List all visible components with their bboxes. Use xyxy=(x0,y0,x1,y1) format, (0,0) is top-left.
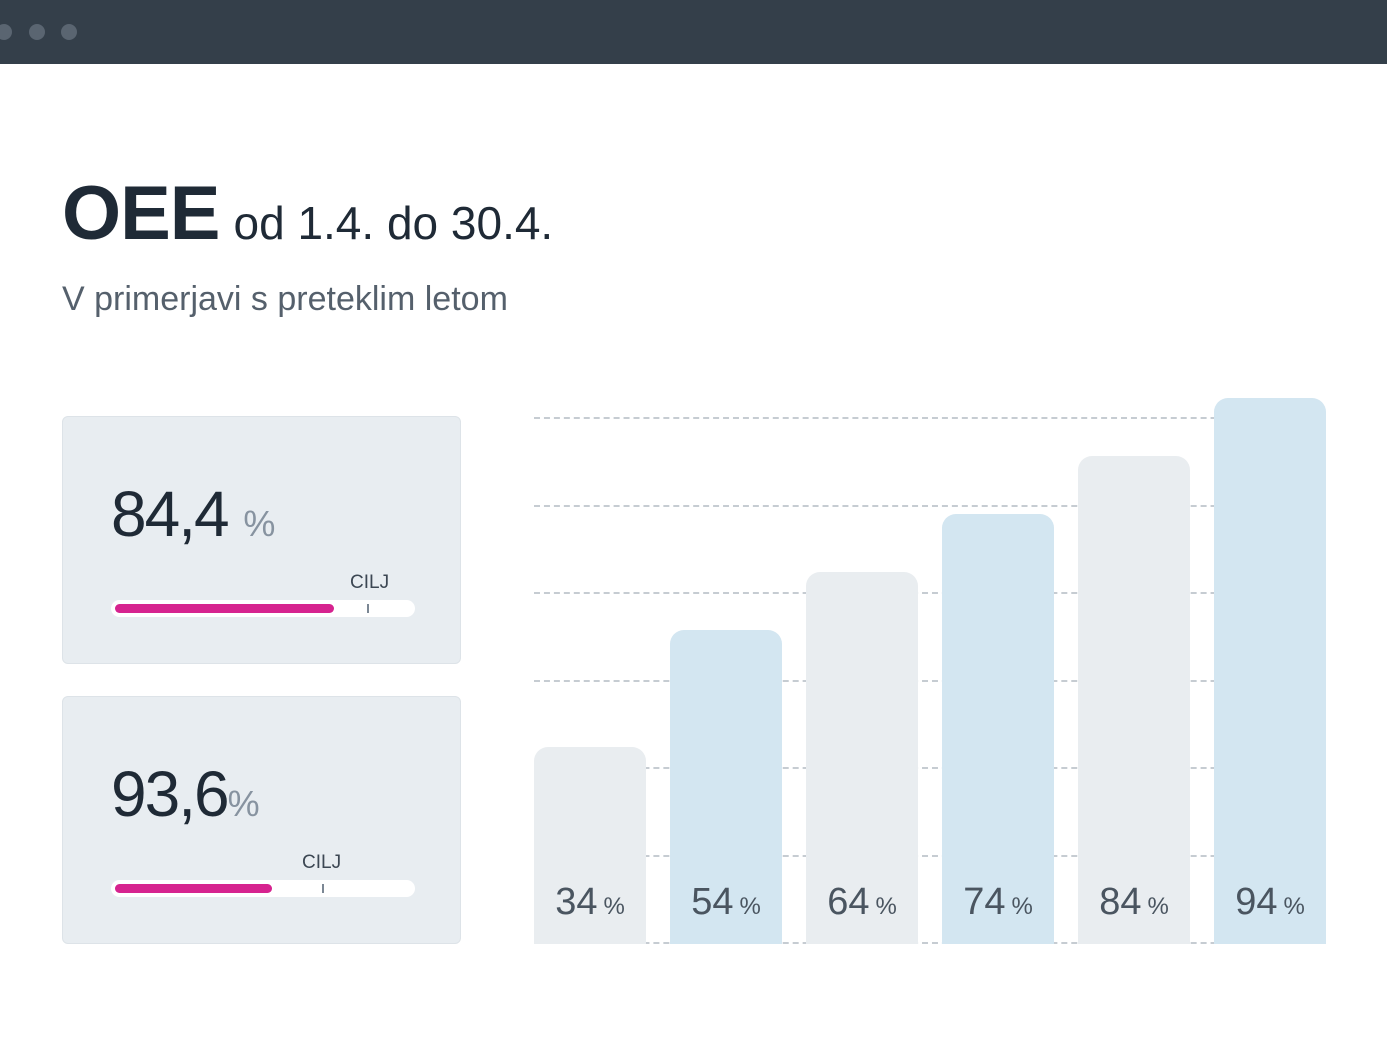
goal-label: CILJ xyxy=(302,852,342,873)
bar xyxy=(670,630,782,944)
window-minimize-dot[interactable] xyxy=(29,24,45,40)
bar xyxy=(942,514,1054,944)
bar-value-label: 84% xyxy=(1099,881,1169,923)
progress-track xyxy=(111,600,415,617)
page-subtitle: V primerjavi s preteklim letom xyxy=(62,280,508,318)
kpi-card-1: 84,4 % CILJ xyxy=(62,416,461,664)
grid-line xyxy=(534,767,1326,769)
kpi-number: 84,4 xyxy=(111,478,230,550)
kpi-unit: % xyxy=(227,783,260,824)
grid-line xyxy=(534,679,1326,682)
window-close-dot[interactable] xyxy=(0,24,12,40)
kpi-card-2: 93,6% CILJ xyxy=(62,696,461,944)
goal-marker xyxy=(322,884,325,893)
bar xyxy=(1214,398,1326,944)
bar-value-label: 54% xyxy=(691,881,761,923)
window-maximize-dot[interactable] xyxy=(61,24,77,40)
bar-value-label: 34% xyxy=(555,881,625,923)
bar-value-label: 94% xyxy=(1235,881,1305,923)
page-title: OEE od 1.4. do 30.4. xyxy=(62,170,553,257)
grid-line xyxy=(534,592,1326,594)
bar-value-label: 74% xyxy=(963,881,1033,923)
bar xyxy=(534,746,646,944)
title-date-range: od 1.4. do 30.4. xyxy=(233,197,554,249)
grid-line xyxy=(534,504,1326,507)
goal-marker xyxy=(366,604,369,613)
kpi-number: 93,6 xyxy=(111,758,230,830)
progress-track xyxy=(111,880,415,897)
bar-chart: 34% 54% 64% 74% 84% 94% xyxy=(534,398,1326,944)
grid-line xyxy=(534,417,1326,419)
kpi-value: 84,4 % xyxy=(111,477,275,551)
progress-fill xyxy=(115,604,335,613)
bar xyxy=(1078,456,1190,944)
bar xyxy=(806,572,918,944)
kpi-value: 93,6% xyxy=(111,757,260,831)
grid-line xyxy=(534,942,1326,944)
window-titlebar xyxy=(0,0,1387,64)
kpi-unit: % xyxy=(243,503,276,544)
bar-value-label: 64% xyxy=(827,881,897,923)
goal-label: CILJ xyxy=(350,572,390,593)
progress-fill xyxy=(115,884,272,893)
title-oee: OEE xyxy=(62,171,220,256)
grid-line xyxy=(534,854,1326,857)
